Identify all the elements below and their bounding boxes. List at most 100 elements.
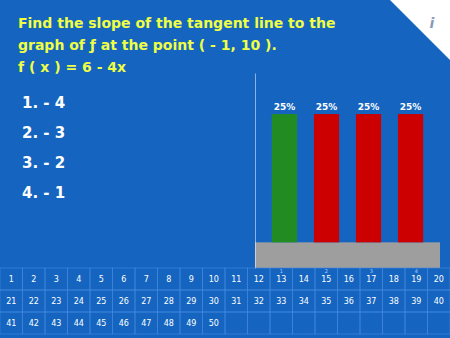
grid-number: 26 [119, 297, 129, 306]
grid-cell [315, 268, 338, 290]
grid-cell [428, 268, 450, 290]
grid-number: 23 [51, 297, 61, 306]
grid-number: 29 [186, 297, 196, 306]
grid-cell [68, 290, 91, 312]
grid-cell [315, 312, 338, 334]
grid-number: 42 [29, 319, 39, 328]
grid-cell [383, 290, 406, 312]
background [0, 0, 450, 338]
grid-cell [338, 290, 361, 312]
grid-cell [405, 312, 428, 334]
grid-number: 27 [141, 297, 151, 306]
grid-cell [90, 312, 113, 334]
grid-number: 15 [321, 275, 331, 284]
chart: iFind the slope of the tangent line to t… [0, 0, 450, 338]
grid-cell [158, 312, 181, 334]
grid-cell [0, 312, 23, 334]
grid-number: 13 [276, 275, 286, 284]
grid-cell [293, 312, 316, 334]
grid-number: 8 [166, 275, 171, 284]
grid-cell [0, 268, 23, 290]
grid-number: 47 [141, 319, 151, 328]
grid-cell [383, 312, 406, 334]
grid-number: 25 [96, 297, 106, 306]
grid-number: 19 [411, 275, 421, 284]
grid-cell [315, 290, 338, 312]
grid-number: 34 [299, 297, 309, 306]
grid-cell [90, 268, 113, 290]
answer-marker: 2 [325, 268, 328, 274]
bar [356, 114, 381, 242]
grid-cell [405, 290, 428, 312]
answer-marker: 1 [280, 268, 283, 274]
grid-number: 46 [119, 319, 129, 328]
grid-cell [270, 268, 293, 290]
grid-number: 18 [389, 275, 399, 284]
grid-cell [135, 312, 158, 334]
answer-option: 3. - 2 [22, 154, 65, 172]
grid-number: 44 [74, 319, 84, 328]
grid-cell [225, 268, 248, 290]
grid-number: 17 [366, 275, 376, 284]
grid-number: 31 [231, 297, 241, 306]
answer-marker: 3 [370, 268, 373, 274]
grid-number: 30 [209, 297, 219, 306]
grid-cell [158, 268, 181, 290]
data-label: 25% [400, 102, 422, 112]
grid-number: 1 [9, 275, 14, 284]
grid-cell [68, 268, 91, 290]
grid-cell [23, 312, 46, 334]
grid-number: 35 [321, 297, 331, 306]
grid-number: 33 [276, 297, 286, 306]
grid-number: 2 [31, 275, 36, 284]
grid-cell [293, 268, 316, 290]
grid-number: 5 [99, 275, 104, 284]
y-axis [255, 74, 256, 269]
grid-cell [180, 290, 203, 312]
grid-number: 6 [121, 275, 126, 284]
grid-number: 7 [144, 275, 149, 284]
grid-cell [248, 290, 271, 312]
grid-cell [135, 290, 158, 312]
info-icon [390, 0, 450, 60]
data-label: 25% [274, 102, 296, 112]
bars [272, 114, 423, 242]
grid-number: 4 [76, 275, 81, 284]
grid-number: 16 [344, 275, 354, 284]
grid-cell [0, 290, 23, 312]
grid-number: 32 [254, 297, 264, 306]
grid-cell [180, 312, 203, 334]
grid-cell [360, 290, 383, 312]
grid-number: 38 [389, 297, 399, 306]
grid-cell [338, 268, 361, 290]
answer-option: 2. - 3 [22, 124, 65, 142]
grid-number: 28 [164, 297, 174, 306]
grid-cell [225, 312, 248, 334]
grid-number: 37 [366, 297, 376, 306]
grid-number: 49 [186, 319, 196, 328]
info-icon-text: i [430, 15, 435, 31]
grid-cell [203, 312, 226, 334]
grid-cell [158, 290, 181, 312]
grid-cell [360, 312, 383, 334]
grid-cell [383, 268, 406, 290]
grid-cell [338, 312, 361, 334]
grid-cell [225, 290, 248, 312]
title: graph of ƒ at the point ( - 1, 10 ). [18, 37, 277, 53]
grid-number: 14 [299, 275, 309, 284]
grid-cell [360, 268, 383, 290]
grid-number: 40 [434, 297, 444, 306]
y-axis-line [255, 74, 256, 269]
grid-number: 12 [254, 275, 264, 284]
grid-cell [248, 312, 271, 334]
bar [398, 114, 423, 242]
answer-option: 1. - 4 [22, 94, 65, 112]
grid-cell [113, 268, 136, 290]
grid-cell [293, 290, 316, 312]
grid-cell [113, 312, 136, 334]
grid-cell [23, 290, 46, 312]
title: f ( x ) = 6 - 4x [18, 59, 126, 75]
grid-number: 43 [51, 319, 61, 328]
grid-number: 24 [74, 297, 84, 306]
grid-number: 39 [411, 297, 421, 306]
